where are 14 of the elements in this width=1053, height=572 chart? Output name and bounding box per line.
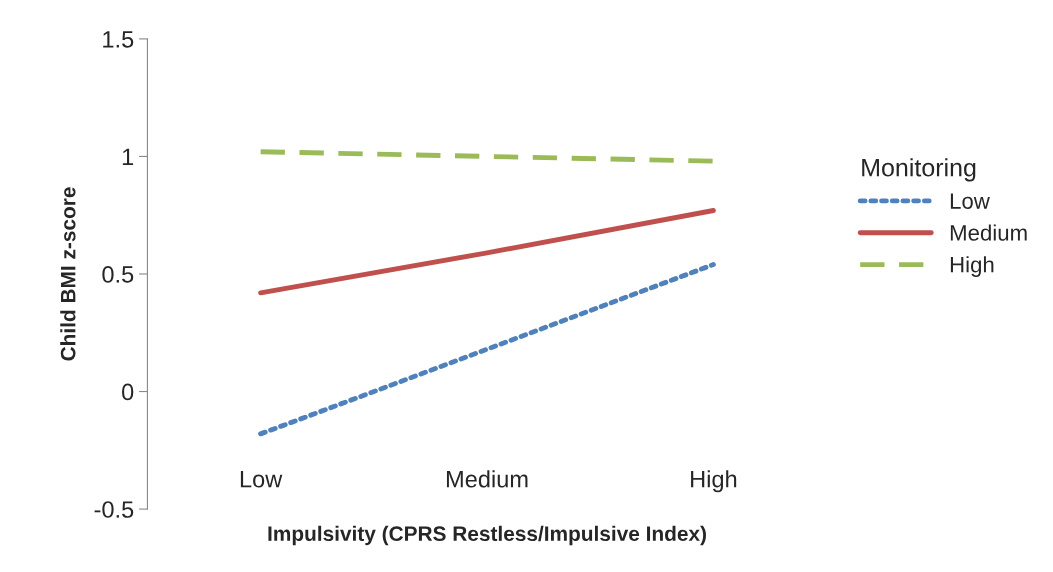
y-axis-title: Child BMI z-score xyxy=(60,187,76,361)
x-tick-label: Medium xyxy=(446,470,528,488)
y-tick-label: 0 xyxy=(122,383,134,401)
y-tick-label: 1.5 xyxy=(103,31,134,48)
legend-label: High xyxy=(950,256,994,277)
legend-title: Monitoring xyxy=(862,158,976,182)
y-tick-label: 1 xyxy=(122,148,134,165)
y-tick-label: -0.5 xyxy=(94,501,134,518)
legend-label: Low xyxy=(950,193,990,209)
x-axis-title: Impulsivity (CPRS Restless/Impulsive Index) xyxy=(268,525,706,546)
x-tick-label: High xyxy=(691,470,737,493)
x-tick-label: Low xyxy=(240,471,283,488)
legend-label: Medium xyxy=(950,224,1027,241)
y-tick-label: 0.5 xyxy=(102,266,134,283)
